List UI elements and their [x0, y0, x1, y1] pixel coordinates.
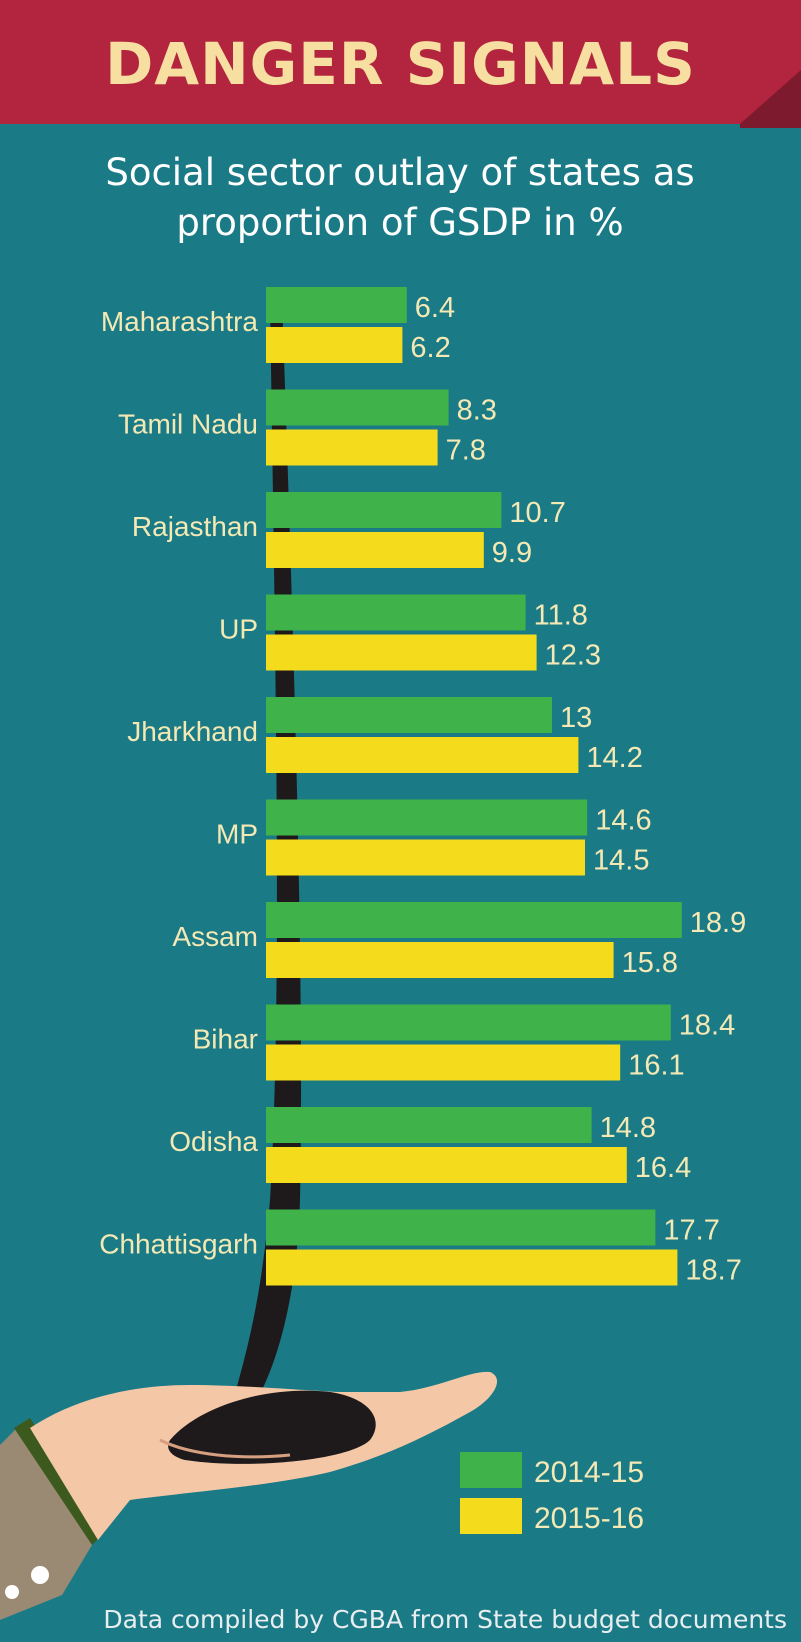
- bar-2014-15: [266, 389, 449, 426]
- data-label: 14.8: [600, 1112, 656, 1144]
- data-label: 18.4: [679, 1010, 735, 1042]
- bar-2015-16: [266, 1249, 678, 1286]
- category-label: MP: [216, 819, 258, 850]
- data-label: 14.2: [586, 742, 642, 774]
- data-label: 11.8: [534, 600, 588, 632]
- data-label: 9.9: [492, 537, 532, 569]
- data-label: 13: [560, 702, 592, 734]
- legend-swatch: [460, 1498, 522, 1534]
- data-label: 6.4: [415, 292, 455, 324]
- category-label: Rajasthan: [132, 511, 258, 542]
- title: DANGER SIGNALS: [105, 30, 696, 98]
- bar-2014-15: [266, 1004, 671, 1041]
- category-label: Tamil Nadu: [118, 409, 258, 440]
- bar-2014-15: [266, 1107, 592, 1143]
- bar-2015-16: [266, 942, 614, 978]
- bar-2015-16: [266, 327, 403, 363]
- data-label: 7.8: [446, 435, 486, 467]
- thumb-crease: [159, 1438, 291, 1459]
- data-label: 10.7: [509, 497, 565, 529]
- category-label: Chhattisgarh: [99, 1229, 258, 1260]
- legend-swatch: [460, 1452, 522, 1488]
- bar-2014-15: [266, 902, 682, 938]
- subtitle: Social sector outlay of states as propor…: [60, 148, 740, 248]
- bar-2015-16: [266, 1147, 627, 1183]
- bar-2014-15: [266, 287, 407, 323]
- bar-2014-15: [266, 799, 588, 836]
- category-label: Assam: [172, 921, 258, 952]
- category-label: Odisha: [169, 1126, 258, 1157]
- title-banner: [0, 0, 801, 128]
- source-note: Data compiled by CGBA from State budget …: [103, 1605, 787, 1634]
- subtitle-line-1: Social sector outlay of states as: [105, 151, 695, 194]
- data-label: 16.4: [635, 1152, 691, 1184]
- data-label: 12.3: [545, 640, 601, 672]
- bar-2015-16: [266, 634, 537, 671]
- legend-label: 2015-16: [534, 1502, 644, 1535]
- data-label: 14.6: [595, 805, 651, 837]
- data-label: 17.7: [663, 1215, 719, 1247]
- category-label: Maharashtra: [101, 306, 259, 337]
- category-label: Jharkhand: [127, 716, 258, 747]
- category-label: Bihar: [193, 1024, 258, 1055]
- data-label: 16.1: [628, 1050, 684, 1082]
- data-label: 18.9: [690, 907, 746, 939]
- bar-2014-15: [266, 1209, 656, 1246]
- bar-2015-16: [266, 737, 579, 773]
- legend: 2014-15 2015-16: [460, 1452, 644, 1535]
- bar-2015-16: [266, 1044, 621, 1081]
- bar-2015-16: [266, 839, 585, 876]
- data-label: 8.3: [457, 395, 497, 427]
- category-label: UP: [219, 614, 258, 645]
- bar-2014-15: [266, 594, 526, 631]
- data-label: 14.5: [593, 845, 649, 877]
- bar-2015-16: [266, 429, 438, 466]
- bar-2014-15: [266, 492, 502, 528]
- data-label: 18.7: [685, 1255, 741, 1287]
- bar-2015-16: [266, 532, 484, 568]
- bar-2014-15: [266, 697, 552, 733]
- data-label: 15.8: [622, 947, 678, 979]
- oil-pool: [168, 1390, 376, 1464]
- data-label: 6.2: [410, 332, 450, 364]
- subtitle-line-2: proportion of GSDP in %: [176, 201, 624, 244]
- legend-label: 2014-15: [534, 1456, 644, 1489]
- bars-group: Maharashtra 6.4 6.2 Tamil Nadu 8.3 7.8 Rajasth…: [99, 287, 746, 1287]
